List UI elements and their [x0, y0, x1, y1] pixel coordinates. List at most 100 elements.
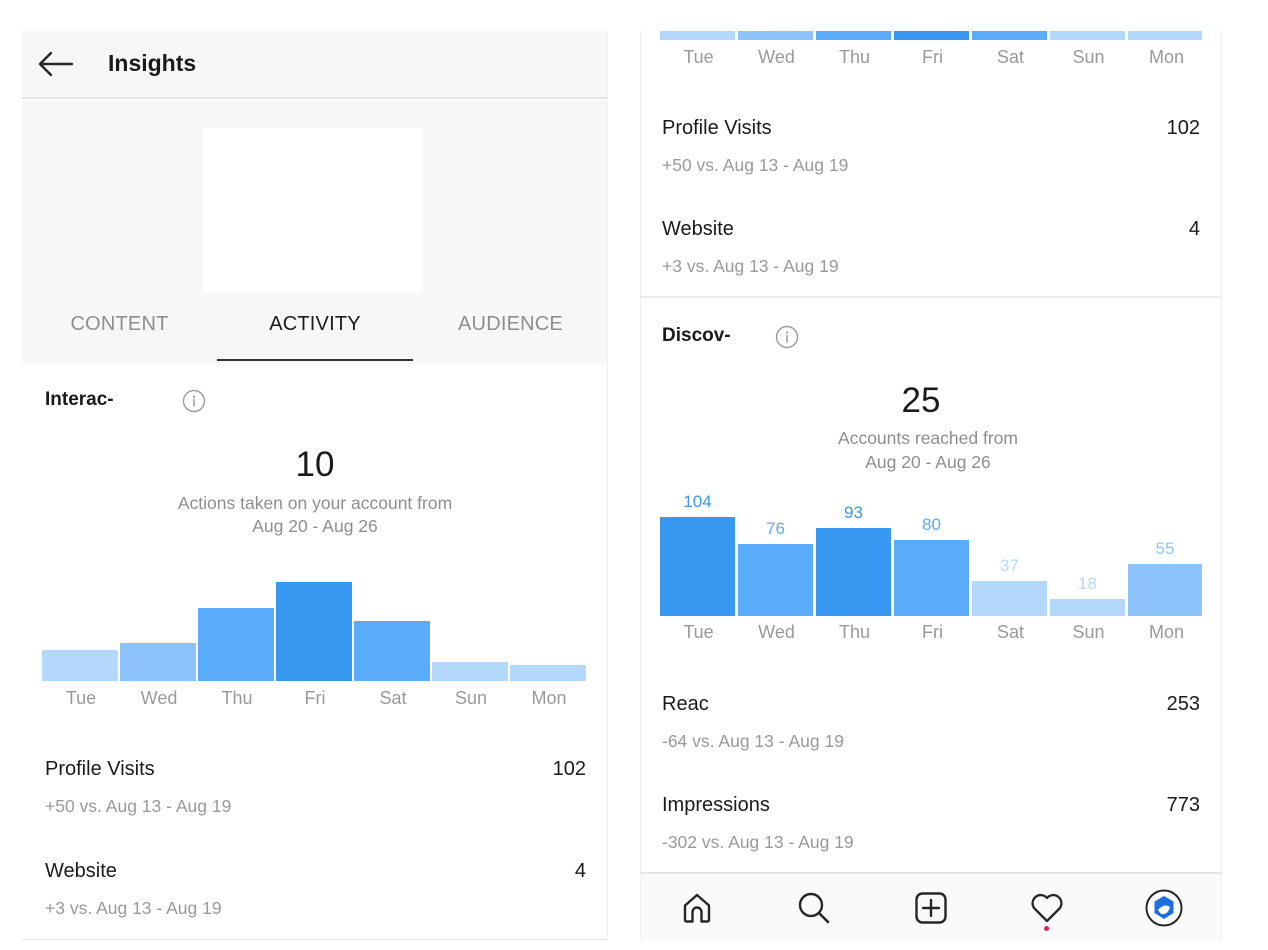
day-label: Sun	[454, 688, 488, 708]
stat-delta: +3 vs. Aug 13 - Aug 19	[45, 898, 222, 918]
discovery-total: 25	[901, 381, 941, 420]
day-label: Sun	[1072, 622, 1105, 642]
notification-dot	[1044, 926, 1049, 931]
stat-name: Profile Visits	[45, 758, 155, 780]
arrow-left-icon	[38, 51, 74, 77]
section-divider	[641, 296, 1221, 298]
back-button[interactable]	[36, 49, 76, 79]
day-label: Mon	[531, 688, 567, 708]
bar-fri[interactable]	[894, 540, 969, 616]
active-tab-indicator	[217, 359, 413, 361]
day-label: Fri	[922, 622, 943, 642]
stat-name: Website	[662, 218, 734, 240]
nav-home-button[interactable]	[675, 886, 719, 930]
day-label: Thu	[221, 688, 253, 708]
bar-thu[interactable]	[816, 528, 891, 616]
day-label: Sat	[996, 47, 1025, 67]
day-label: Fri	[304, 688, 326, 708]
bar-sun[interactable]	[1050, 31, 1125, 40]
header-bar: Insights	[22, 31, 607, 99]
day-label: Tue	[65, 688, 97, 708]
stat-delta: +3 vs. Aug 13 - Aug 19	[662, 256, 839, 276]
day-label: Sat	[379, 688, 407, 708]
stat-value: 773	[1166, 794, 1200, 816]
bar-tue[interactable]	[660, 31, 735, 40]
nav-profile-button[interactable]	[1142, 886, 1186, 930]
bar-thu[interactable]	[816, 31, 891, 40]
bar-wed[interactable]	[738, 31, 813, 40]
bar-value-label: 18	[1078, 574, 1097, 593]
stat-name: Website	[45, 860, 117, 882]
plus-square-icon	[915, 892, 947, 924]
tab-content[interactable]: CONTENT	[70, 313, 169, 335]
tab-audience[interactable]: AUDIENCE	[458, 313, 563, 335]
stat-row-profile-visits[interactable]: Profile Visits 102 +50 vs. Aug 13 - Aug …	[662, 117, 1200, 201]
tab-activity[interactable]: ACTIVITY	[269, 313, 361, 335]
bar-value-label: 93	[844, 503, 863, 522]
interactions-caption-line2: Aug 20 - Aug 26	[252, 516, 378, 536]
profile-avatar-icon	[1145, 889, 1183, 927]
interactions-total: 10	[295, 445, 335, 484]
interactions-title: Interac-	[45, 389, 114, 410]
bar-wed[interactable]	[738, 544, 813, 616]
stat-row-reach[interactable]: Reac 253 -64 vs. Aug 13 - Aug 19	[662, 693, 1200, 777]
day-label: Fri	[922, 47, 943, 67]
bar-sat[interactable]	[972, 581, 1047, 616]
interactions-bar-chart	[42, 571, 588, 681]
stat-name: Reac	[662, 693, 709, 715]
discovery-caption-line1: Accounts reached from	[838, 428, 1018, 448]
bar-value-label: 80	[922, 515, 941, 534]
heart-icon	[1031, 893, 1063, 923]
day-label: Sat	[996, 622, 1025, 642]
day-label: Wed	[140, 688, 178, 708]
stat-row-website[interactable]: Website 4 +3 vs. Aug 13 - Aug 19	[662, 218, 1200, 302]
nav-search-button[interactable]	[792, 886, 836, 930]
bar-wed[interactable]	[120, 643, 196, 681]
bar-value-label: 55	[1155, 539, 1175, 558]
day-label: Mon	[1148, 622, 1184, 642]
stat-value: 4	[1188, 218, 1200, 240]
day-label: Mon	[1148, 47, 1184, 67]
bar-value-label: 37	[1000, 556, 1019, 575]
bar-fri[interactable]	[894, 31, 969, 40]
info-icon[interactable]	[182, 389, 206, 413]
bar-value-label: 76	[766, 519, 785, 538]
bar-value-label: 104	[683, 492, 712, 511]
bar-tue[interactable]	[660, 517, 735, 616]
interactions-bar-chart-cropped	[660, 31, 1202, 40]
stat-name: Impressions	[662, 794, 770, 816]
day-label: Tue	[683, 47, 714, 67]
stat-name: Profile Visits	[662, 117, 772, 139]
day-label: Sun	[1072, 47, 1105, 67]
stat-value: 253	[1166, 693, 1200, 715]
discovery-caption-line2: Aug 20 - Aug 26	[865, 452, 991, 472]
home-icon	[683, 893, 711, 923]
bar-sat[interactable]	[354, 621, 430, 681]
bar-sun[interactable]	[432, 662, 508, 681]
stat-row-profile-visits[interactable]: Profile Visits 102 +50 vs. Aug 13 - Aug …	[45, 758, 586, 842]
day-label: Thu	[838, 622, 871, 642]
bar-mon[interactable]	[1128, 31, 1202, 40]
nav-new-post-button[interactable]	[909, 886, 953, 930]
discovery-title: Discov-	[662, 325, 731, 346]
stat-value: 102	[552, 758, 586, 780]
bar-mon[interactable]	[1128, 564, 1202, 616]
bar-sun[interactable]	[1050, 599, 1125, 616]
bar-fri[interactable]	[276, 582, 352, 681]
stat-row-impressions[interactable]: Impressions 773 -302 vs. Aug 13 - Aug 19	[662, 794, 1200, 878]
search-icon	[798, 892, 830, 924]
stat-value: 4	[574, 860, 586, 882]
stat-row-website[interactable]: Website 4 +3 vs. Aug 13 - Aug 19	[45, 860, 586, 939]
stat-delta: +50 vs. Aug 13 - Aug 19	[662, 155, 849, 175]
bar-tue[interactable]	[42, 650, 118, 681]
insights-activity-screen: Insights CONTENT ACTIVITY AUDIENCE Inter…	[22, 31, 608, 940]
day-label: Wed	[758, 622, 795, 642]
bar-thu[interactable]	[198, 608, 274, 681]
stat-delta: -302 vs. Aug 13 - Aug 19	[662, 832, 854, 852]
insights-tabs: CONTENT ACTIVITY AUDIENCE	[22, 293, 607, 363]
bar-sat[interactable]	[972, 31, 1047, 40]
info-icon[interactable]	[775, 325, 799, 349]
nav-activity-button[interactable]	[1025, 886, 1069, 931]
bar-mon[interactable]	[510, 665, 586, 681]
page-title: Insights	[108, 50, 197, 76]
